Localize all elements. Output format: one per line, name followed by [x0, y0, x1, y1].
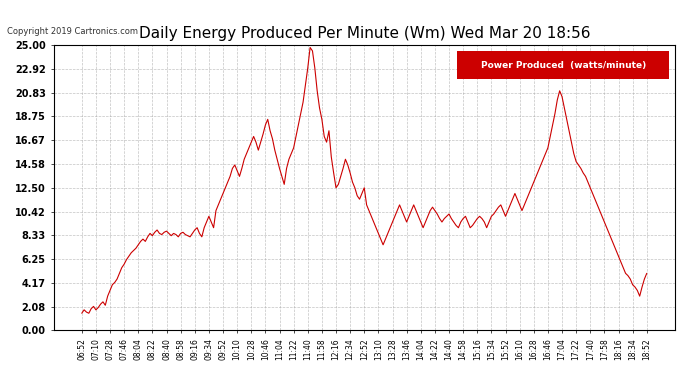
Text: Copyright 2019 Cartronics.com: Copyright 2019 Cartronics.com [7, 27, 138, 36]
Title: Daily Energy Produced Per Minute (Wm) Wed Mar 20 18:56: Daily Energy Produced Per Minute (Wm) We… [139, 26, 590, 41]
